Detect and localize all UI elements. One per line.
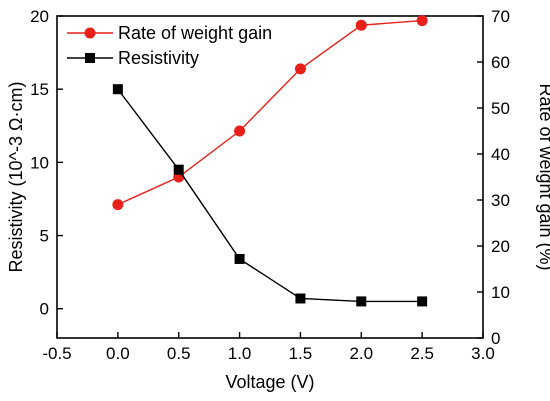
legend-label-resistivity: Resistivity <box>118 48 199 68</box>
legend-marker-rate-of-weight-gain <box>84 27 96 39</box>
y-left-tick-label: 20 <box>30 7 49 26</box>
y-axis-left-label: Resistivity (10^-3 Ω·cm) <box>6 82 26 273</box>
x-tick-label: 2.5 <box>410 344 434 363</box>
series-line-rate-of-weight-gain <box>117 19 423 206</box>
y-right-tick-label: 50 <box>491 99 510 118</box>
x-tick-label: 1.0 <box>228 344 252 363</box>
data-point-rate-of-weight-gain <box>112 199 124 211</box>
x-tick-label: -0.5 <box>42 344 71 363</box>
y-axis-right-label: Rate of weight gain (%) <box>536 83 550 270</box>
y-right-tick-label: 40 <box>491 145 510 164</box>
axes-layer: -0.5 0.0 0.5 1.0 1.5 2.0 2.5 3.0051015200102030… <box>30 7 510 363</box>
legend-label-rate-of-weight-gain: Rate of weight gain <box>118 23 272 43</box>
data-point-resistivity <box>417 296 428 307</box>
x-tick-label: 0.0 <box>106 344 130 363</box>
y-left-tick-label: 5 <box>40 227 49 246</box>
data-point-resistivity <box>112 84 123 95</box>
plot-frame <box>56 15 484 339</box>
y-right-tick-label: 10 <box>491 283 510 302</box>
legend: Rate of weight gain Resistivity <box>67 23 272 68</box>
y-right-tick-label: 0 <box>491 329 500 348</box>
x-tick-label: 0.5 <box>167 344 191 363</box>
data-point-rate-of-weight-gain <box>234 125 246 137</box>
y-right-tick-label: 60 <box>491 53 510 72</box>
x-tick-label: 3.0 <box>471 344 495 363</box>
y-left-tick-label: 10 <box>30 153 49 172</box>
data-point-resistivity <box>295 293 306 304</box>
series-line-resistivity <box>117 88 423 303</box>
data-point-rate-of-weight-gain <box>416 15 428 27</box>
y-right-tick-label: 70 <box>491 7 510 26</box>
y-right-tick-label: 20 <box>491 237 510 256</box>
x-axis-label: Voltage (V) <box>225 372 314 392</box>
data-point-resistivity <box>173 164 184 175</box>
x-tick-label: 1.5 <box>289 344 313 363</box>
legend-marker-resistivity <box>85 53 95 63</box>
y-right-tick-label: 30 <box>491 191 510 210</box>
data-point-resistivity <box>234 253 245 264</box>
x-tick-label: 2.0 <box>349 344 373 363</box>
y-left-tick-label: 15 <box>30 80 49 99</box>
data-point-rate-of-weight-gain <box>294 63 306 75</box>
data-point-rate-of-weight-gain <box>355 19 367 31</box>
y-left-tick-label: 0 <box>40 300 49 319</box>
series-layer <box>112 15 428 307</box>
data-point-resistivity <box>356 296 367 307</box>
